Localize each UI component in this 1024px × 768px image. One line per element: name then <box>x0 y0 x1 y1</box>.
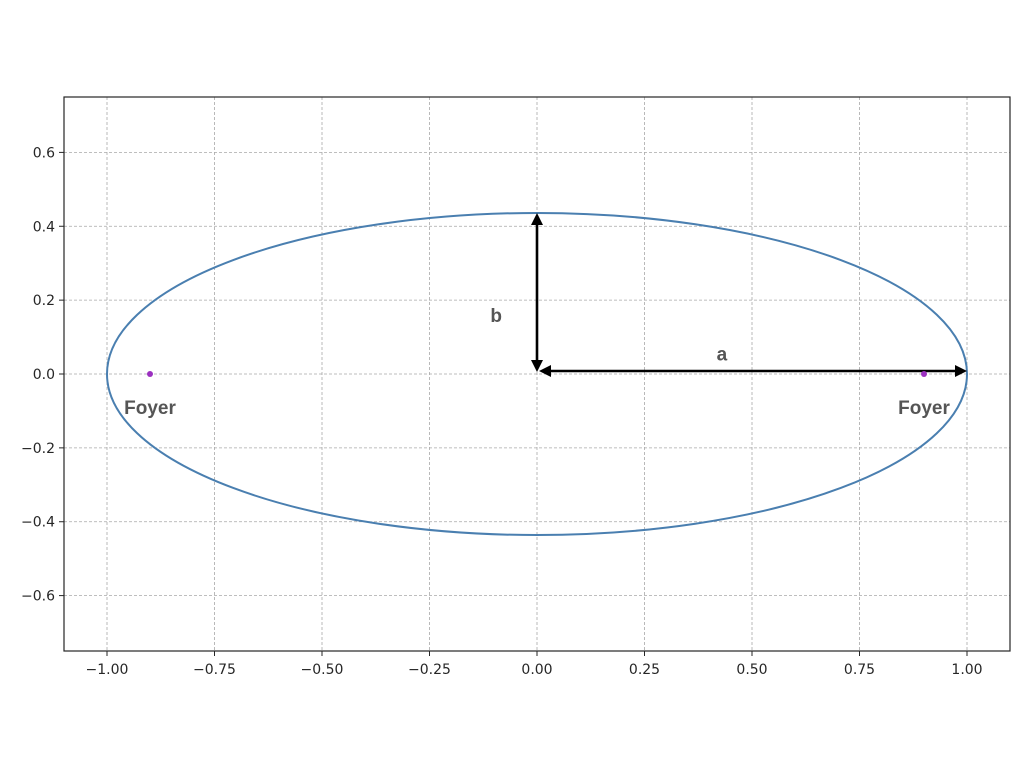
arrow-b-tail-head <box>531 360 543 372</box>
y-tick-label: 0.4 <box>33 219 55 235</box>
annotation-label: a <box>717 345 728 366</box>
focus-point <box>147 371 153 377</box>
x-tick-label: −0.25 <box>408 662 451 678</box>
arrow-a-tail-head <box>539 365 551 377</box>
y-tick-label: 0.0 <box>33 367 55 383</box>
annotation-label: Foyer <box>124 398 176 419</box>
x-tick-label: 0.50 <box>736 662 767 678</box>
x-tick-label: −0.75 <box>193 662 236 678</box>
tick-layer: −1.00 −0.75 −0.50 −0.25 0.00 0.25 0.50 0.75 1.00… <box>21 145 983 678</box>
arrow-layer <box>531 212 967 377</box>
arrow-a-head <box>955 365 967 377</box>
x-tick-label: 1.00 <box>951 662 982 678</box>
point-layer <box>147 371 927 377</box>
annotation-label: b <box>490 306 502 327</box>
x-tick-label: −1.00 <box>86 662 129 678</box>
x-tick-label: −0.50 <box>301 662 344 678</box>
annotation-layer: Foyer Foyer a b <box>124 306 950 419</box>
arrow-b-head <box>531 212 543 225</box>
grid-layer <box>64 97 1010 651</box>
y-tick-label: −0.2 <box>21 441 55 457</box>
y-tick-label: 0.6 <box>33 145 55 161</box>
x-tick-label: 0.75 <box>844 662 875 678</box>
x-tick-label: 0.25 <box>629 662 660 678</box>
y-tick-label: −0.4 <box>21 515 55 531</box>
annotation-label: Foyer <box>898 398 950 419</box>
x-tick-label: 0.00 <box>521 662 552 678</box>
y-tick-label: 0.2 <box>33 293 55 309</box>
focus-point <box>921 371 927 377</box>
y-tick-label: −0.6 <box>21 589 55 605</box>
